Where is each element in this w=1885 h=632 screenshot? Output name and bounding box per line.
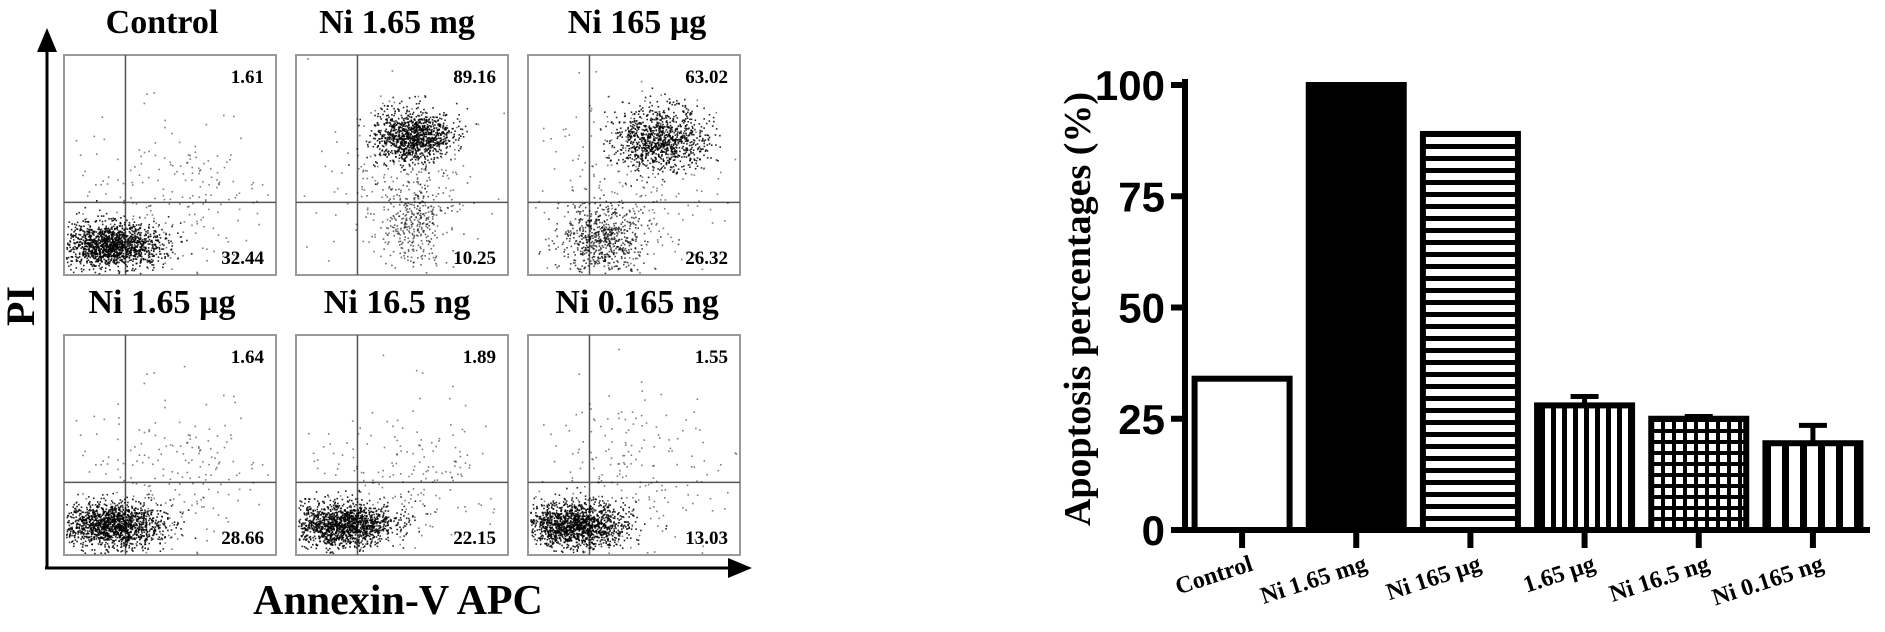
flow-x-axis-arrow-icon: [728, 558, 752, 578]
dot-plot-frame: [295, 54, 509, 276]
upper-right-quadrant-value: 1.55: [695, 347, 728, 368]
dot-plot: Ni 0.165 ng 1.55 13.03: [527, 284, 741, 556]
upper-right-quadrant-value: 89.16: [453, 67, 496, 88]
bar: [1762, 440, 1864, 534]
bar: [1419, 130, 1521, 533]
flow-y-axis-label: PI: [0, 286, 43, 326]
y-tick-label: 100: [1095, 62, 1165, 109]
dot-plot-events: [66, 92, 269, 275]
lower-right-quadrant-value: 26.32: [685, 248, 728, 269]
dot-plot-title: Ni 165 µg: [568, 4, 707, 41]
flow-cytometry-panel: PI Annexin-V APC Control 1.61 32.44 Ni 1.65…: [0, 4, 752, 624]
lower-right-quadrant-value: 28.66: [221, 528, 264, 549]
y-tick-label: 75: [1118, 173, 1165, 220]
bar: [1305, 82, 1407, 533]
x-tick-label: Ni 16.5 ng: [1606, 551, 1712, 608]
bar-chart-x-tick-labels: Control Ni 1.65 mg Ni 165 µg 1.65 µg Ni 16.5…: [1172, 551, 1827, 611]
dot-plot: Ni 1.65 µg 1.64 28.66: [63, 284, 277, 556]
bar-chart-y-axis-label: Apoptosis percentages (%): [1057, 92, 1099, 526]
dot-plot-title: Ni 1.65 µg: [88, 284, 235, 321]
dot-plot: Ni 165 µg 63.02 26.32: [527, 4, 741, 276]
lower-right-quadrant-value: 22.15: [453, 528, 496, 549]
bar: [1534, 402, 1636, 533]
y-tick-label: 25: [1118, 396, 1165, 443]
dot-plot-title: Control: [106, 4, 219, 41]
bar-chart-bars: [1191, 82, 1864, 534]
upper-right-quadrant-value: 1.89: [463, 347, 496, 368]
dot-plot: Control 1.61 32.44: [63, 4, 277, 276]
bar-chart-y-axis: 0 25 50 75 100: [1095, 62, 1188, 554]
dot-plot-events: [530, 348, 738, 554]
dot-plot: Ni 16.5 ng 1.89 22.15: [295, 284, 509, 556]
dot-plot-title: Ni 1.65 mg: [319, 4, 475, 41]
lower-right-quadrant-value: 13.03: [685, 528, 728, 549]
flow-x-axis-label: Annexin-V APC: [253, 578, 543, 624]
bar-chart: Apoptosis percentages (%) 0 25 50 75 100 Con…: [1057, 62, 1870, 611]
x-tick-label: 1.65 µg: [1520, 551, 1598, 599]
upper-right-quadrant-value: 1.61: [231, 67, 264, 88]
x-tick-label: Ni 0.165 ng: [1709, 551, 1827, 611]
upper-right-quadrant-value: 63.02: [685, 67, 728, 88]
y-tick-label: 50: [1118, 285, 1165, 332]
dot-plot-events: [535, 71, 737, 275]
upper-right-quadrant-value: 1.64: [231, 347, 265, 368]
x-tick-label: Ni 1.65 mg: [1257, 551, 1370, 610]
bar: [1648, 415, 1750, 533]
lower-right-quadrant-value: 32.44: [221, 248, 264, 269]
dot-plot: Ni 1.65 mg 89.16 10.25: [295, 4, 509, 276]
dot-plot-events: [303, 58, 505, 274]
bar: [1191, 375, 1293, 534]
y-tick-label: 0: [1142, 507, 1165, 554]
x-tick-label: Ni 165 µg: [1383, 551, 1484, 606]
dot-plot-title: Ni 0.165 ng: [555, 284, 718, 321]
dot-plot-events: [298, 354, 496, 555]
x-tick-label: Control: [1172, 551, 1256, 600]
flow-y-axis-arrow-icon: [37, 28, 57, 52]
dot-plot-title: Ni 16.5 ng: [324, 284, 470, 321]
dot-plot-events: [66, 365, 269, 555]
lower-right-quadrant-value: 10.25: [453, 248, 496, 269]
dot-plot-frame: [527, 334, 741, 556]
